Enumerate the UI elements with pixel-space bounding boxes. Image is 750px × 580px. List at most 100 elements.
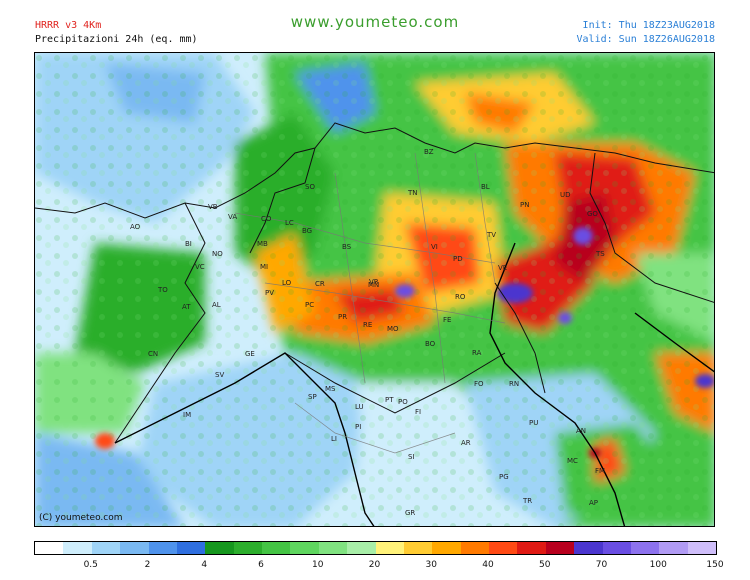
city-label: VR bbox=[369, 278, 379, 286]
city-label: VC bbox=[195, 263, 205, 271]
city-label: CR bbox=[315, 280, 325, 288]
legend-labels: 0.5 2 4 6 10 20 30 40 50 70 100 150 bbox=[34, 560, 724, 574]
city-label: NO bbox=[212, 250, 223, 258]
city-label: LI bbox=[331, 435, 337, 443]
city-label: PN bbox=[520, 201, 530, 209]
city-label: FM bbox=[595, 467, 606, 475]
city-label: GR bbox=[405, 509, 416, 517]
legend-swatch bbox=[233, 542, 262, 554]
city-label: SO bbox=[305, 183, 315, 191]
legend-swatch bbox=[460, 542, 489, 554]
city-label: MC bbox=[567, 457, 578, 465]
legend-swatch bbox=[602, 542, 631, 554]
city-label: SP bbox=[308, 393, 317, 401]
legend-label: 4 bbox=[201, 560, 208, 570]
city-label: PI bbox=[355, 423, 362, 431]
city-label: PG bbox=[499, 473, 509, 481]
precip-cores bbox=[95, 227, 714, 458]
copyright-label: (C) youmeteo.com bbox=[39, 513, 123, 523]
city-label: VE bbox=[498, 264, 508, 272]
city-label: LU bbox=[355, 403, 364, 411]
legend-swatch bbox=[687, 542, 716, 554]
city-label: AL bbox=[212, 301, 221, 309]
city-label: BG bbox=[302, 227, 313, 235]
legend-label: 150 bbox=[706, 560, 724, 570]
city-label: BO bbox=[425, 340, 436, 348]
city-label: GO bbox=[587, 210, 598, 218]
city-label: LO bbox=[282, 279, 292, 287]
city-label: MI bbox=[260, 263, 269, 271]
legend-label: 70 bbox=[595, 560, 608, 570]
valid-time: Valid: Sun 18Z26AUG2018 bbox=[576, 34, 715, 45]
legend-colorbar bbox=[34, 541, 717, 555]
legend-label: 20 bbox=[368, 560, 381, 570]
city-label: VA bbox=[228, 213, 238, 221]
city-label: FE bbox=[443, 316, 452, 324]
city-label: RE bbox=[363, 321, 373, 329]
city-label: IM bbox=[183, 411, 192, 419]
city-label: PV bbox=[265, 289, 275, 297]
legend-swatch bbox=[91, 542, 121, 554]
city-label: MB bbox=[257, 240, 268, 248]
legend-swatch bbox=[545, 542, 575, 554]
city-label: PC bbox=[305, 301, 315, 309]
legend-swatch bbox=[176, 542, 206, 554]
city-label: PR bbox=[338, 313, 348, 321]
city-label: SI bbox=[408, 453, 415, 461]
legend-swatch bbox=[120, 542, 149, 554]
legend-swatch bbox=[403, 542, 433, 554]
city-label: BZ bbox=[424, 148, 434, 156]
legend-label: 50 bbox=[539, 560, 551, 570]
city-label: BL bbox=[481, 183, 490, 191]
city-label: CO bbox=[261, 215, 272, 223]
city-label: AP bbox=[589, 499, 599, 507]
city-label: TR bbox=[523, 497, 533, 505]
city-label: AR bbox=[461, 439, 471, 447]
city-label: BS bbox=[342, 243, 352, 251]
legend-swatch bbox=[318, 542, 348, 554]
city-label: RO bbox=[455, 293, 466, 301]
city-label: AN bbox=[576, 427, 587, 435]
city-label: TS bbox=[596, 250, 605, 258]
city-label: GE bbox=[245, 350, 255, 358]
city-label: AO bbox=[130, 223, 141, 231]
legend-label: 0.5 bbox=[83, 560, 98, 570]
city-label: CN bbox=[148, 350, 159, 358]
precipitation-map: AO VB VA CO LC SO BZ TN BL UD PN GO TS BI NO MB BG BS VR VI… bbox=[34, 52, 715, 527]
map-canvas bbox=[35, 53, 714, 526]
city-label: RN bbox=[509, 380, 520, 388]
province-lines bbox=[234, 152, 506, 454]
product-title: Precipitazioni 24h (eq. mm) bbox=[35, 34, 198, 45]
coastline bbox=[114, 242, 714, 526]
boundaries bbox=[35, 122, 714, 444]
legend-swatch bbox=[347, 542, 376, 554]
city-label: MN bbox=[368, 281, 380, 289]
legend-swatch bbox=[517, 542, 546, 554]
legend-swatch bbox=[489, 542, 518, 554]
legend-label: 100 bbox=[649, 560, 667, 570]
city-label: UD bbox=[560, 191, 571, 199]
legend-label: 40 bbox=[482, 560, 494, 570]
legend-swatch bbox=[432, 542, 461, 554]
city-label: BI bbox=[185, 240, 192, 248]
legend-swatch bbox=[659, 542, 688, 554]
city-label: FO bbox=[474, 380, 484, 388]
legend-swatch bbox=[148, 542, 177, 554]
city-label: MO bbox=[387, 325, 399, 333]
city-label: FI bbox=[415, 408, 422, 416]
city-label: PT bbox=[385, 396, 394, 404]
legend-swatch bbox=[630, 542, 660, 554]
city-label: TV bbox=[487, 231, 497, 239]
legend-swatch bbox=[35, 542, 64, 554]
city-label: TN bbox=[408, 189, 418, 197]
legend-swatch bbox=[290, 542, 319, 554]
city-label: TO bbox=[158, 286, 168, 294]
city-label: AT bbox=[182, 303, 191, 311]
city-label: VI bbox=[431, 243, 438, 251]
city-label: MS bbox=[325, 385, 336, 393]
city-label: PD bbox=[453, 255, 463, 263]
legend-swatch bbox=[375, 542, 404, 554]
city-label: VB bbox=[208, 203, 218, 211]
city-label: SV bbox=[215, 371, 225, 379]
legend-label: 10 bbox=[312, 560, 324, 570]
